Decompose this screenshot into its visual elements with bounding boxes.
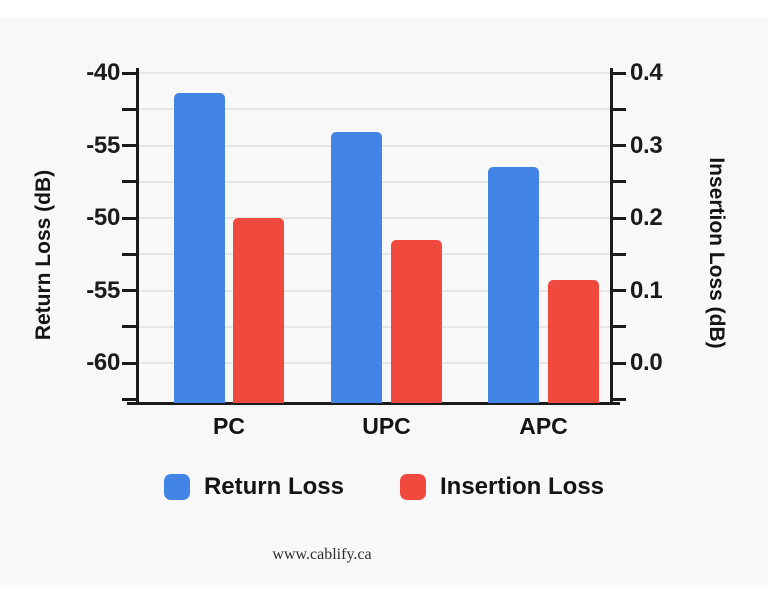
left-axis-tick [122, 71, 137, 75]
right-axis-tick [611, 216, 626, 220]
left-axis-tick [122, 325, 137, 329]
grid-line [138, 72, 611, 74]
right-axis-tick [611, 361, 626, 365]
right-axis-tick [611, 397, 626, 401]
left-axis-tick-label: -60 [86, 349, 120, 376]
legend-label: Insertion Loss [439, 473, 605, 500]
grid-line [138, 108, 611, 111]
right-axis-tick [611, 289, 626, 292]
chart-legend: Return Loss Insertion Loss [0, 473, 768, 501]
watermark-text: www.cablify.ca [272, 546, 372, 563]
right-axis-tick-label: 0.4 [630, 59, 663, 86]
left-axis-tick-label: -50 [86, 204, 120, 231]
left-axis-tick [122, 397, 137, 401]
right-axis-tick [611, 252, 626, 256]
left-axis-tick [122, 107, 137, 111]
bar-insertion-loss-pc [233, 218, 285, 403]
right-axis-tick [611, 180, 626, 184]
bar-insertion-loss-apc [547, 279, 599, 403]
left-axis-tick-label: -55 [86, 131, 120, 159]
right-axis-tick-label: 0.1 [630, 276, 663, 304]
left-axis-tick [122, 144, 137, 147]
bar-insertion-loss-upc [390, 239, 442, 403]
bar-return-loss-pc [173, 93, 225, 403]
category-label-apc: APC [519, 413, 568, 439]
left-axis-tick [122, 216, 137, 220]
legend-swatch-icon [399, 474, 426, 500]
left-axis-tick [122, 180, 137, 184]
right-axis-tick [611, 107, 626, 111]
right-axis-tick [611, 144, 626, 147]
category-label-upc: UPC [362, 413, 411, 439]
right-axis-tick [611, 71, 626, 75]
bottom-axis-line [127, 401, 620, 405]
legend-swatch-icon [163, 474, 190, 500]
right-axis-tick-label: 0.0 [630, 349, 663, 376]
legend-label: Return Loss [203, 473, 344, 500]
left-axis-title: Return Loss (dB) [32, 169, 55, 341]
right-axis-title: Insertion Loss (dB) [705, 157, 728, 349]
legend-item-return-loss: Return Loss [163, 473, 344, 501]
left-axis-tick [122, 252, 137, 256]
left-axis-tick [122, 289, 137, 292]
right-axis-tick-label: 0.3 [630, 131, 663, 159]
category-label-pc: PC [213, 413, 245, 439]
bar-return-loss-upc [331, 132, 383, 403]
left-axis-tick [122, 361, 137, 365]
left-axis-tick-label: -40 [86, 59, 120, 86]
right-axis-tick-label: 0.2 [630, 204, 663, 231]
left-axis-tick-label: -55 [86, 276, 120, 304]
right-axis-tick [611, 325, 626, 329]
legend-item-insertion-loss: Insertion Loss [399, 473, 605, 501]
left-axis-line [135, 68, 139, 403]
bar-return-loss-apc [488, 167, 540, 403]
chart-background [0, 18, 768, 585]
right-axis-line [609, 68, 613, 403]
